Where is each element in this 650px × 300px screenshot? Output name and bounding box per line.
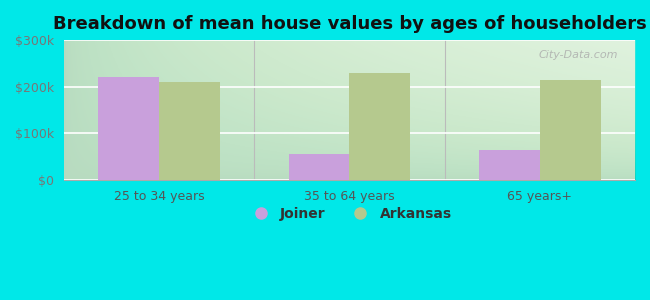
Bar: [540, 80, 601, 180]
Bar: [350, 73, 410, 180]
Legend: Joiner, Arkansas: Joiner, Arkansas: [241, 201, 458, 226]
Text: City-Data.com: City-Data.com: [538, 50, 618, 60]
Title: Breakdown of mean house values by ages of householders: Breakdown of mean house values by ages o…: [53, 15, 646, 33]
Bar: [159, 82, 220, 180]
Bar: [98, 77, 159, 180]
Bar: [289, 154, 350, 180]
Bar: [479, 150, 540, 180]
